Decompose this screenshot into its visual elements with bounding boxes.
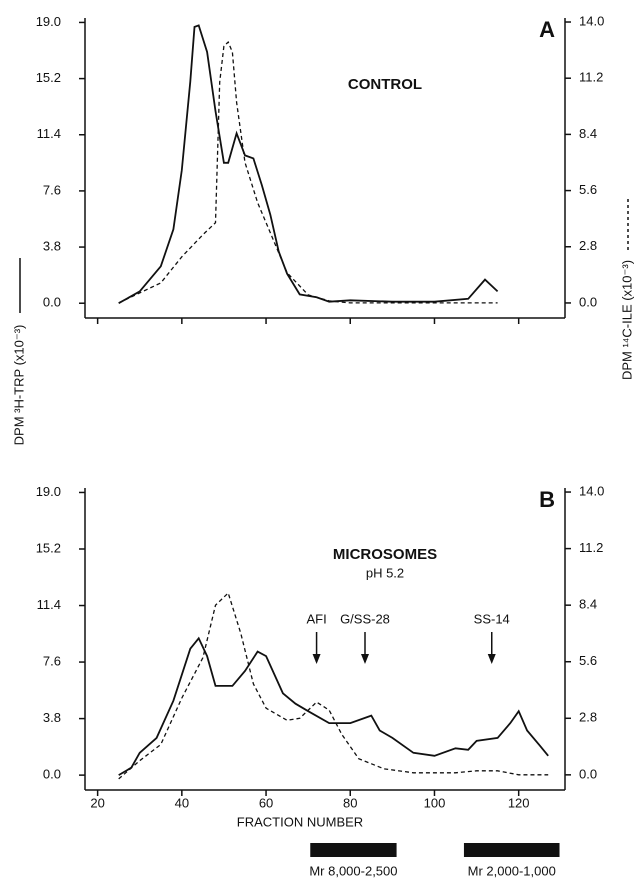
y-tick-label: 11.4 [37,597,61,612]
x-tick-label: 60 [259,795,273,810]
y-tick-label: 15.2 [36,540,61,555]
panel-annotation: CONTROL [348,76,422,93]
mass-range-label: Mr 8,000-2,500 [309,863,397,878]
x-axis-label: FRACTION NUMBER [237,814,363,829]
x-tick-label: 120 [508,795,530,810]
panel-label: B [539,487,555,512]
marker-arrowhead [312,654,321,664]
y2-tick-label: 5.6 [579,182,597,197]
y-tick-label: 3.8 [43,710,61,725]
y2-tick-label: 0.0 [579,766,597,781]
y2-tick-label: 14.0 [579,13,604,28]
y2-axis-label: DPM ¹⁴C-ILE (x10⁻³) [619,260,634,380]
y-tick-label: 7.6 [43,653,61,668]
y-tick-label: 0.0 [43,767,61,782]
y2-tick-label: 0.0 [579,294,597,309]
y2-tick-label: 11.2 [579,70,603,85]
marker-arrowhead [361,654,369,664]
data-line [118,24,499,304]
data-line [118,40,498,304]
y2-tick-label: 5.6 [579,653,597,668]
y-tick-label: 19.0 [36,14,61,29]
x-tick-label: 80 [343,795,357,810]
y2-tick-label: 2.8 [579,710,597,725]
mass-range-bar [310,843,397,857]
x-tick-label: 20 [90,795,104,810]
mass-range-label: Mr 2,000-1,000 [468,863,556,878]
y-tick-label: 3.8 [43,239,61,254]
data-line [118,636,549,776]
y-tick-label: 11.4 [37,126,61,141]
y-tick-label: 19.0 [36,484,61,499]
panel-annotation: MICROSOMES [333,546,437,563]
marker-label: G/SS-28 [340,611,390,626]
marker-label: SS-14 [474,611,510,626]
y-tick-label: 0.0 [43,295,61,310]
data-line [118,591,549,780]
mass-range-bar [463,843,560,857]
marker-arrowhead [487,654,496,664]
y-tick-label: 7.6 [43,182,61,197]
y2-tick-label: 2.8 [579,238,597,253]
y-axis-label: DPM ³H-TRP (x10⁻³) [11,325,26,446]
marker-label: AFI [306,611,326,626]
x-tick-label: 100 [424,795,446,810]
y-tick-label: 15.2 [36,70,61,85]
subtitle: pH 5.2 [366,565,404,580]
panel-label: A [539,17,555,42]
y2-tick-label: 8.4 [579,126,597,141]
y2-tick-label: 8.4 [579,597,597,612]
y2-tick-label: 11.2 [579,540,603,555]
x-tick-label: 40 [175,795,189,810]
y2-tick-label: 14.0 [579,483,604,498]
